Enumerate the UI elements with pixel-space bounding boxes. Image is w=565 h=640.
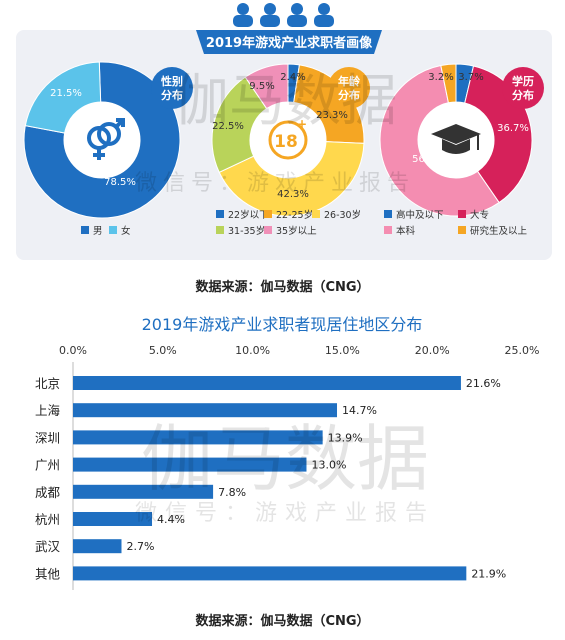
x-tick-label: 5.0% [149, 344, 177, 357]
legend-swatch [109, 226, 117, 234]
region-bar-chart: 2019年游戏产业求职者现居住地区分布 0.0% 5.0% 10.0% 15.0% 20… [35, 315, 540, 590]
slice-value-label: 21.5% [50, 88, 82, 99]
category-label: 其他 [35, 566, 61, 581]
slice-value-label: 3.2% [428, 72, 453, 83]
svg-text:18: 18 [274, 132, 298, 152]
legend-label: 研究生及以上 [470, 225, 528, 237]
slice-value-label: 23.3% [316, 110, 348, 121]
title-banner [196, 30, 382, 54]
people-icon [233, 3, 334, 27]
legend-swatch [216, 226, 224, 234]
gender-symbol-icon [87, 118, 125, 160]
slice-value-label: 42.3% [277, 189, 309, 200]
bar [73, 539, 122, 554]
bar-value-label: 13.9% [328, 431, 363, 444]
legend-swatch [384, 226, 392, 234]
slice-value-label: 22.5% [212, 121, 244, 132]
svg-text:微信号：游戏产业报告: 微信号：游戏产业报告 [135, 501, 435, 526]
bar-chart-title: 2019年游戏产业求职者现居住地区分布 [142, 315, 423, 334]
education-title-bubble [502, 67, 544, 109]
x-tick-label: 20.0% [415, 344, 450, 357]
legend-label: 大专 [470, 209, 489, 221]
legend-swatch [216, 210, 224, 218]
source-note-top: 数据来源：伽马数据（CNG） [195, 280, 370, 295]
portrait-title: 2019年游戏产业求职者画像 [206, 35, 373, 51]
svg-text:伽马数据: 伽马数据 [173, 69, 397, 134]
age-title-bubble [328, 67, 370, 109]
gender-title-bubble [151, 67, 193, 109]
slice-value-label: 36.7% [497, 123, 529, 134]
gender-donut [23, 61, 181, 219]
bar [73, 512, 153, 526]
x-tick-label: 25.0% [505, 344, 540, 357]
bar [73, 457, 307, 472]
category-label: 杭州 [35, 512, 60, 527]
slice-value-label: 3.7% [458, 72, 483, 83]
gender-slice [23, 61, 181, 219]
bar [73, 376, 461, 390]
bar-value-label: 2.7% [126, 540, 154, 553]
legend-swatch [264, 210, 272, 218]
graduation-cap-icon [431, 124, 481, 154]
svg-text:伽马数据: 伽马数据 [141, 417, 429, 501]
category-label: 深圳 [35, 430, 60, 445]
legend-label: 31-35岁 [228, 225, 265, 237]
donut-title-line1: 年龄 [338, 74, 361, 88]
slice-value-label: 2.4% [280, 72, 305, 83]
bar [73, 484, 214, 499]
legend-swatch [264, 226, 272, 234]
category-label: 成都 [35, 485, 61, 500]
donut-title-line2: 分布 [161, 88, 183, 102]
bar-value-label: 4.4% [157, 513, 185, 526]
bar-value-label: 21.9% [471, 567, 506, 580]
legend-label: 22-25岁 [276, 209, 313, 221]
legend-swatch [458, 226, 466, 234]
legend-swatch [312, 210, 320, 218]
donut-title-line2: 分布 [512, 88, 534, 102]
category-label: 北京 [35, 376, 60, 391]
donut-title-line1: 性别 [161, 74, 183, 88]
bar-value-label: 7.8% [218, 486, 246, 499]
slice-value-label: 9.5% [249, 81, 274, 92]
legend-label: 26-30岁 [324, 209, 361, 221]
source-note-bottom: 数据来源：伽马数据（CNG） [195, 614, 370, 629]
legend-label: 高中及以下 [396, 209, 444, 221]
watermark: 伽马数据 微信号：游戏产业报告 [135, 417, 435, 526]
age-donut [211, 63, 365, 217]
legend-label: 男 [93, 226, 103, 237]
age-hole [250, 102, 326, 178]
legend-swatch [384, 210, 392, 218]
slice-value-label: 56.4% [412, 154, 444, 165]
bar-value-label: 21.6% [466, 377, 501, 390]
category-label: 上海 [35, 403, 61, 418]
x-tick-label: 0.0% [59, 344, 87, 357]
bar [73, 403, 338, 418]
legend-swatch [81, 226, 89, 234]
category-label: 广州 [35, 458, 60, 473]
donut-title-line2: 分布 [338, 88, 360, 102]
svg-text:微信号：游戏产业报告: 微信号：游戏产业报告 [135, 171, 415, 196]
legend-label: 女 [121, 225, 131, 237]
category-label: 武汉 [35, 539, 61, 554]
x-tick-label: 10.0% [235, 344, 270, 357]
svg-text:+: + [297, 117, 307, 131]
legend-label: 35岁以上 [276, 225, 317, 237]
slice-value-label: 78.5% [104, 177, 136, 188]
bar-value-label: 13.0% [311, 459, 346, 472]
bar [73, 430, 323, 445]
legend-label: 22岁以下 [228, 209, 269, 221]
x-tick-label: 15.0% [325, 344, 360, 357]
legend-label: 本科 [396, 225, 416, 237]
age-18plus-icon: 18 + [268, 117, 308, 160]
watermark: 伽马数据 微信号：游戏产业报告 [135, 69, 415, 196]
bar [73, 566, 467, 581]
donut-title-line1: 学历 [512, 74, 534, 88]
bar-value-label: 14.7% [342, 404, 377, 417]
legend-swatch [458, 210, 466, 218]
